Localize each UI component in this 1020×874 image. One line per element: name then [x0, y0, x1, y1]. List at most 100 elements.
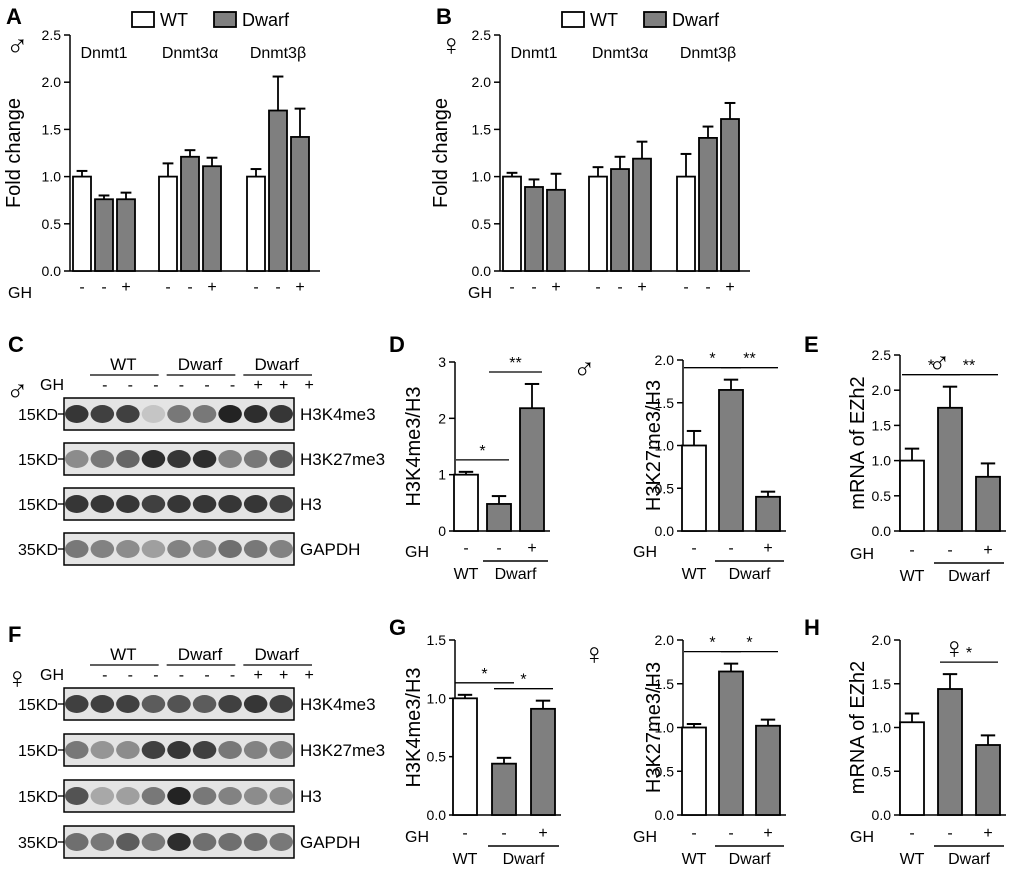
significance-star: * [481, 666, 487, 683]
gh-row-label: GH [40, 667, 64, 684]
y-tick-label: 0.0 [472, 263, 492, 279]
blot-band [243, 540, 268, 558]
gh-value: - [165, 279, 170, 296]
blot-band [167, 495, 191, 513]
y-tick-label: 0.0 [427, 807, 447, 823]
blot-band [192, 695, 217, 713]
bar-dwarf [530, 707, 556, 816]
blot-group-label: WT [110, 645, 136, 664]
y-tick-label: 1.5 [872, 676, 892, 692]
bar-dwarf [546, 188, 566, 272]
gh-value: + [538, 825, 547, 842]
gh-value: + [121, 279, 130, 296]
gh-row-label: GH [405, 829, 429, 846]
blot-band [141, 405, 166, 423]
blot-band [269, 450, 293, 468]
y-axis-title: mRNA of EZh2 [847, 661, 869, 794]
blot-band [192, 405, 217, 423]
legend-label-wt: WT [160, 10, 188, 30]
y-axis-title: H3K4me3/H3 [403, 386, 425, 506]
gh-value: - [463, 540, 468, 557]
blot-mw-label: 35KD [18, 542, 58, 559]
male-symbol-icon: ♂ [6, 29, 29, 62]
blot-band [192, 450, 217, 468]
blot-band [90, 787, 115, 805]
blot-band [218, 450, 242, 468]
blot-band [116, 405, 140, 423]
blot-band [65, 833, 89, 851]
y-tick-label: 0.5 [472, 216, 492, 232]
gh-value: - [947, 542, 952, 559]
bar-dwarf [698, 136, 718, 272]
blot-gh-value: + [253, 667, 262, 684]
panel-label-g: G [389, 615, 406, 640]
significance-star: ** [963, 358, 975, 375]
gh-value: - [531, 279, 536, 296]
bar-wt [681, 726, 707, 816]
y-tick-label: 0.5 [872, 763, 892, 779]
x-group-label-dwarf: Dwarf [729, 851, 771, 868]
bar-wt [453, 473, 479, 532]
blot-band [65, 741, 89, 759]
blot-band [65, 405, 89, 423]
gh-value: + [983, 825, 992, 842]
panel-label-e: E [804, 332, 819, 357]
blot-band [243, 787, 268, 805]
blot-band [167, 405, 191, 423]
male-symbol-icon: ♂ [573, 352, 596, 385]
blot-gh-value: - [204, 377, 209, 394]
y-tick-label: 1.5 [42, 121, 62, 137]
gh-row-label: GH [850, 546, 874, 563]
y-tick-label: 1.0 [655, 720, 675, 736]
blot-mw-label: 15KD [18, 452, 58, 469]
bar-wt [899, 721, 925, 816]
gh-row-label: GH [468, 285, 492, 302]
panel-label-a: A [6, 4, 22, 29]
gh-value: - [691, 825, 696, 842]
blot-band [90, 495, 115, 513]
blot-band [167, 787, 191, 805]
blot-band [90, 405, 115, 423]
blot-band [243, 695, 268, 713]
y-tick-label: 2.5 [42, 27, 62, 43]
bar-dwarf [486, 503, 512, 532]
blot-gh-value: - [230, 667, 235, 684]
blot-band [90, 695, 115, 713]
group-label: Dnmt3α [592, 45, 648, 62]
y-tick-label: 1.5 [655, 676, 675, 692]
blot-protein-label: H3K4me3 [300, 695, 376, 714]
y-tick-label: 1.0 [42, 169, 62, 185]
blot-band [269, 833, 293, 851]
significance-star: ** [743, 351, 755, 368]
bar-wt [899, 459, 925, 532]
blot-band [218, 833, 242, 851]
blot-band [141, 787, 166, 805]
x-group-label-dwarf: Dwarf [503, 851, 545, 868]
bar-dwarf [755, 724, 781, 816]
blot-mw-label: 15KD [18, 789, 58, 806]
gh-value: + [637, 279, 646, 296]
panel-label-h: H [804, 615, 820, 640]
blot-band [116, 540, 140, 558]
female-symbol-icon: ♀ [440, 29, 463, 62]
gh-value: - [909, 542, 914, 559]
gh-value: - [947, 825, 952, 842]
blot-band [65, 450, 89, 468]
blot-band [65, 695, 89, 713]
y-tick-label: 0.5 [42, 216, 62, 232]
blot-group-label: Dwarf [178, 355, 223, 374]
x-group-label-dwarf: Dwarf [948, 568, 990, 585]
significance-star: * [520, 672, 526, 689]
blot-protein-label: H3 [300, 787, 322, 806]
y-tick-label: 1.0 [872, 453, 892, 469]
bar-dwarf [610, 168, 630, 272]
y-tick-label: 1.0 [472, 169, 492, 185]
legend-label-wt: WT [590, 10, 618, 30]
significance-star: ** [509, 355, 521, 372]
bar-dwarf [268, 109, 288, 272]
group-label: Dnmt3β [680, 45, 736, 62]
blot-group-label: Dwarf [254, 355, 299, 374]
legend-swatch-dwarf [643, 11, 667, 28]
y-tick-label: 1.5 [872, 417, 892, 433]
blot-band [90, 833, 115, 851]
